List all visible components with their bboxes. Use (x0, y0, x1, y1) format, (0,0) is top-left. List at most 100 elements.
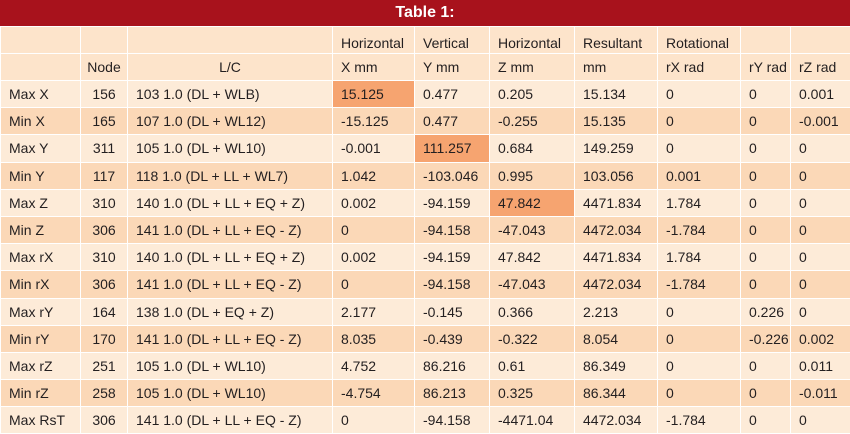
table-cell: 2.213 (574, 297, 658, 326)
table-cell: 0.001 (790, 79, 850, 109)
table-cell: 86.216 (414, 351, 490, 381)
table-cell: 0.684 (489, 134, 575, 163)
table-cell: -0.001 (332, 134, 415, 163)
table-row: Max X 156 103 1.0 (DL + WLB) 15.125 0.477 0.2… (0, 79, 850, 109)
table-cell: 4471.834 (574, 243, 658, 272)
table-cell: 156 (80, 79, 128, 109)
table-cell: 258 (80, 379, 128, 408)
table-cell: -94.159 (414, 188, 490, 217)
table-cell: -94.158 (414, 406, 490, 434)
table-cell: 0 (657, 79, 741, 109)
header-cell (0, 53, 81, 81)
row-label: Min Z (0, 215, 81, 245)
table-cell: 0.995 (489, 161, 575, 190)
table-cell: 1.784 (657, 188, 741, 217)
table-cell: 138 1.0 (DL + EQ + Z) (127, 297, 333, 326)
table-cell: -4.754 (332, 379, 415, 408)
table-row: Max rZ 251 105 1.0 (DL + WL10) 4.752 86.216 0… (0, 351, 850, 381)
table-cell: 118 1.0 (DL + LL + WL7) (127, 161, 333, 190)
table-cell: 0 (740, 161, 791, 190)
table-cell: 47.842 (489, 243, 575, 272)
row-label: Max Z (0, 188, 81, 217)
table-cell: 0 (657, 297, 741, 326)
table-cell: 0 (790, 161, 850, 190)
table-cell: 47.842 (489, 188, 575, 217)
table-cell: 0 (740, 134, 791, 163)
table-cell: 4471.834 (574, 188, 658, 217)
table-cell: 4472.034 (574, 270, 658, 299)
row-label: Max Y (0, 134, 81, 163)
column-label: L/C (127, 53, 333, 81)
table-cell: 0 (740, 215, 791, 245)
row-label: Min rX (0, 270, 81, 299)
table-cell: 103 1.0 (DL + WLB) (127, 79, 333, 109)
table-cell: 15.135 (574, 107, 658, 136)
table-row: Min rZ 258 105 1.0 (DL + WL10) -4.754 86.213… (0, 379, 850, 408)
table-cell: 141 1.0 (DL + LL + EQ - Z) (127, 270, 333, 299)
table-cell: 0 (790, 243, 850, 272)
column-label: rY rad (740, 53, 791, 81)
table-cell: -47.043 (489, 215, 575, 245)
table-cell: 111.257 (414, 134, 490, 163)
table-cell: 0.325 (489, 379, 575, 408)
table-cell: 306 (80, 270, 128, 299)
table-cell: 0.477 (414, 107, 490, 136)
table-cell: 141 1.0 (DL + LL + EQ - Z) (127, 324, 333, 353)
table-cell: 140 1.0 (DL + LL + EQ + Z) (127, 188, 333, 217)
table-cell: 0 (657, 324, 741, 353)
table-cell: 0 (657, 134, 741, 163)
table-cell: 0 (657, 107, 741, 136)
table-cell: 0 (740, 351, 791, 381)
table-cell: 4.752 (332, 351, 415, 381)
table-cell: -0.255 (489, 107, 575, 136)
table-cell: 149.259 (574, 134, 658, 163)
table-row: Max Y 311 105 1.0 (DL + WL10) -0.001 111.257… (0, 134, 850, 163)
column-label: rZ rad (790, 53, 850, 81)
table-cell: 86.344 (574, 379, 658, 408)
table-header: Horizontal Vertical Horizontal Resultant Rot… (0, 26, 850, 81)
table-cell: 0.226 (740, 297, 791, 326)
table-cell: 0 (657, 379, 741, 408)
row-label: Max RsT (0, 406, 81, 434)
table-cell: 8.035 (332, 324, 415, 353)
column-group (80, 26, 128, 54)
row-label: Min X (0, 107, 81, 136)
column-group: Rotational (657, 26, 741, 54)
table-cell: -94.158 (414, 270, 490, 299)
column-group: Horizontal (489, 26, 575, 54)
row-label: Max rX (0, 243, 81, 272)
table-cell: 306 (80, 406, 128, 434)
table-cell: 0.002 (790, 324, 850, 353)
table-cell: 306 (80, 215, 128, 245)
table-cell: 0.002 (332, 188, 415, 217)
table-cell: 0 (740, 379, 791, 408)
table-body: Max X 156 103 1.0 (DL + WLB) 15.125 0.477 0.2… (0, 79, 850, 434)
table-cell: 0 (790, 134, 850, 163)
table-cell: -1.784 (657, 270, 741, 299)
table-row: Min rX 306 141 1.0 (DL + LL + EQ - Z) 0 -94.… (0, 270, 850, 299)
table-cell: 0 (332, 270, 415, 299)
table-cell: 4472.034 (574, 406, 658, 434)
header-cell (0, 26, 81, 54)
table-cell: -1.784 (657, 406, 741, 434)
table-cell: 0.477 (414, 79, 490, 109)
table-cell: -94.158 (414, 215, 490, 245)
column-label: X mm (332, 53, 415, 81)
table-cell: -0.226 (740, 324, 791, 353)
table-cell: 107 1.0 (DL + WL12) (127, 107, 333, 136)
table-cell: 103.056 (574, 161, 658, 190)
table-cell: -0.322 (489, 324, 575, 353)
table-cell: 0.001 (657, 161, 741, 190)
table-cell: -0.145 (414, 297, 490, 326)
table-cell: 8.054 (574, 324, 658, 353)
column-group: Resultant (574, 26, 658, 54)
table-row: Min Z 306 141 1.0 (DL + LL + EQ - Z) 0 -94.1… (0, 215, 850, 245)
row-label: Max rY (0, 297, 81, 326)
table-row: Min X 165 107 1.0 (DL + WL12) -15.125 0.477-… (0, 107, 850, 136)
table-cell: 0 (332, 215, 415, 245)
table-cell: -94.159 (414, 243, 490, 272)
table-cell: 251 (80, 351, 128, 381)
table-cell: 0 (740, 243, 791, 272)
table-cell: 0.002 (332, 243, 415, 272)
